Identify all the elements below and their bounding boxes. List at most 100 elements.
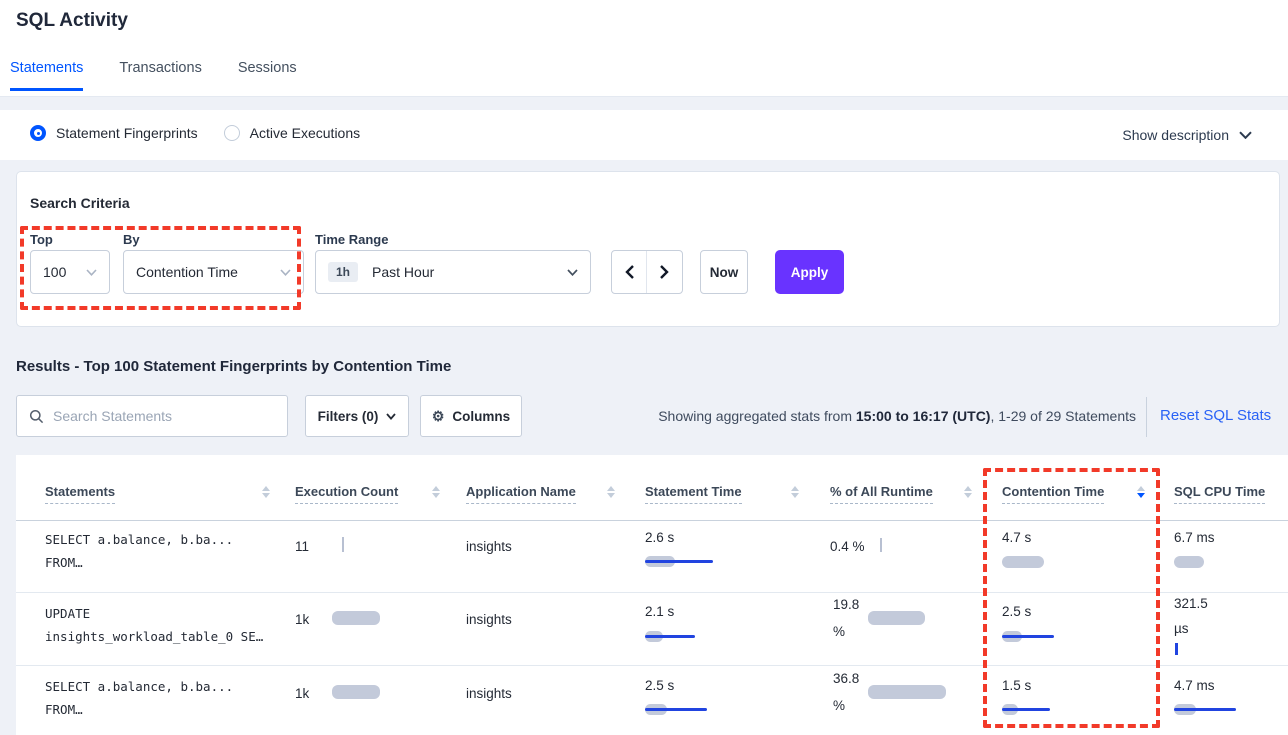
radio-statement-fingerprints[interactable]: Statement Fingerprints [30, 125, 198, 141]
pct-runtime-value: 36.8 [833, 671, 860, 686]
time-range-pager [611, 250, 683, 294]
contention-time-bar [1002, 631, 1054, 642]
search-criteria-card [16, 171, 1280, 327]
top-select[interactable]: 100 [30, 250, 110, 294]
filters-label: Filters (0) [317, 408, 379, 424]
radio-label: Statement Fingerprints [56, 125, 198, 141]
statement-time-value: 2.1 s [645, 604, 675, 619]
contention-time-bar [1002, 704, 1050, 715]
execution-count-bar [332, 685, 380, 699]
execution-count-bar [332, 611, 380, 625]
execution-count-value: 11 [295, 539, 310, 554]
chevron-down-icon [567, 268, 578, 276]
chevron-down-icon [1239, 131, 1252, 139]
application-name-value: insights [466, 539, 512, 554]
radio-unselected-icon[interactable] [223, 125, 240, 141]
statement-link[interactable]: SELECT a.balance, b.ba... [45, 532, 234, 547]
show-description-toggle[interactable]: Show description [1122, 127, 1252, 143]
execution-count-value: 1k [295, 612, 310, 627]
sort-icon-application-name[interactable] [607, 486, 615, 498]
pct-runtime-unit: % [833, 698, 846, 713]
time-range-select[interactable]: 1h Past Hour [315, 250, 591, 294]
statement-link[interactable]: FROM… [45, 555, 83, 570]
row-divider [16, 665, 1288, 666]
reset-sql-stats-link[interactable]: Reset SQL Stats [1160, 407, 1272, 424]
view-toggle-group: Statement Fingerprints Active Executions [30, 125, 360, 141]
statement-time-value: 2.5 s [645, 678, 675, 693]
radio-selected-icon[interactable] [30, 125, 46, 141]
column-header-pct-runtime[interactable]: % of All Runtime [830, 484, 933, 504]
filters-button[interactable]: Filters (0) [305, 395, 409, 437]
column-header-sql-cpu-time[interactable]: SQL CPU Time [1174, 484, 1266, 504]
time-range-badge: 1h [328, 262, 359, 282]
by-label: By [123, 232, 140, 247]
sql-cpu-time-unit: µs [1174, 621, 1189, 636]
sort-icon-contention-time-desc[interactable] [1137, 486, 1145, 498]
search-icon [29, 409, 44, 424]
execution-count-value: 1k [295, 686, 310, 701]
statement-link[interactable]: FROM… [45, 702, 83, 717]
gear-icon: ⚙ [431, 407, 445, 424]
now-button[interactable]: Now [700, 250, 748, 294]
execution-count-bar [342, 537, 344, 552]
page-header: SQL Activity Statements Transactions Ses… [0, 0, 1288, 97]
radio-label: Active Executions [249, 125, 361, 141]
tab-transactions[interactable]: Transactions [119, 60, 202, 76]
aggregated-stats-text: Showing aggregated stats from 15:00 to 1… [658, 408, 1136, 424]
pct-runtime-value: 19.8 [833, 597, 860, 612]
column-header-execution-count[interactable]: Execution Count [295, 484, 399, 504]
chevron-down-icon [86, 268, 97, 276]
statement-time-value: 2.6 s [645, 530, 675, 545]
statement-time-bar [645, 556, 713, 567]
search-criteria-heading: Search Criteria [30, 195, 130, 211]
next-time-range-button[interactable] [647, 251, 682, 293]
by-select[interactable]: Contention Time [123, 250, 304, 294]
pct-runtime-bar [868, 611, 925, 625]
statement-link[interactable]: SELECT a.balance, b.ba... [45, 679, 234, 694]
sort-icon-pct-runtime[interactable] [964, 486, 972, 498]
table-header-divider [16, 520, 1288, 521]
time-range-value: Past Hour [372, 264, 435, 280]
application-name-value: insights [466, 612, 512, 627]
column-header-statement-time[interactable]: Statement Time [645, 484, 742, 504]
columns-button[interactable]: ⚙ Columns [420, 395, 522, 437]
statements-table [16, 455, 1288, 735]
column-header-statements[interactable]: Statements [45, 484, 116, 504]
search-statements-input[interactable] [53, 408, 275, 424]
sort-icon-execution-count[interactable] [432, 486, 440, 498]
pct-runtime-value: 0.4 % [830, 539, 865, 554]
pct-runtime-bar [868, 685, 946, 699]
pct-runtime-unit: % [833, 624, 846, 639]
column-header-application-name[interactable]: Application Name [466, 484, 576, 504]
top-label: Top [30, 232, 53, 247]
time-range-label: Time Range [315, 232, 389, 247]
previous-time-range-button[interactable] [612, 251, 647, 293]
tab-sessions[interactable]: Sessions [237, 60, 297, 76]
column-header-contention-time[interactable]: Contention Time [1002, 484, 1105, 504]
tab-statements[interactable]: Statements [10, 60, 84, 91]
sql-cpu-time-value: 6.7 ms [1174, 530, 1215, 545]
statement-time-bar [645, 631, 695, 642]
search-statements-box [16, 395, 288, 437]
sql-cpu-time-bar [1174, 556, 1204, 568]
row-divider [16, 592, 1288, 593]
sort-icon-statements[interactable] [262, 486, 270, 498]
apply-button[interactable]: Apply [775, 250, 844, 294]
sort-icon-statement-time[interactable] [791, 486, 799, 498]
contention-time-bar [1002, 556, 1044, 568]
radio-active-executions[interactable]: Active Executions [223, 125, 361, 141]
results-heading: Results - Top 100 Statement Fingerprints… [16, 358, 452, 375]
application-name-value: insights [466, 686, 512, 701]
sql-cpu-time-value: 321.5 [1174, 596, 1208, 611]
top-select-value: 100 [43, 264, 67, 280]
sql-cpu-time-bar [1175, 643, 1178, 655]
sql-cpu-time-bar [1174, 704, 1236, 715]
chevron-down-icon [386, 412, 397, 420]
pct-runtime-bar [880, 538, 882, 552]
statement-link[interactable]: UPDATE [45, 606, 91, 621]
contention-time-value: 1.5 s [1002, 678, 1032, 693]
chevron-down-icon [280, 268, 291, 276]
statement-link[interactable]: insights_workload_table_0 SE… [45, 629, 264, 644]
by-select-value: Contention Time [136, 264, 238, 280]
